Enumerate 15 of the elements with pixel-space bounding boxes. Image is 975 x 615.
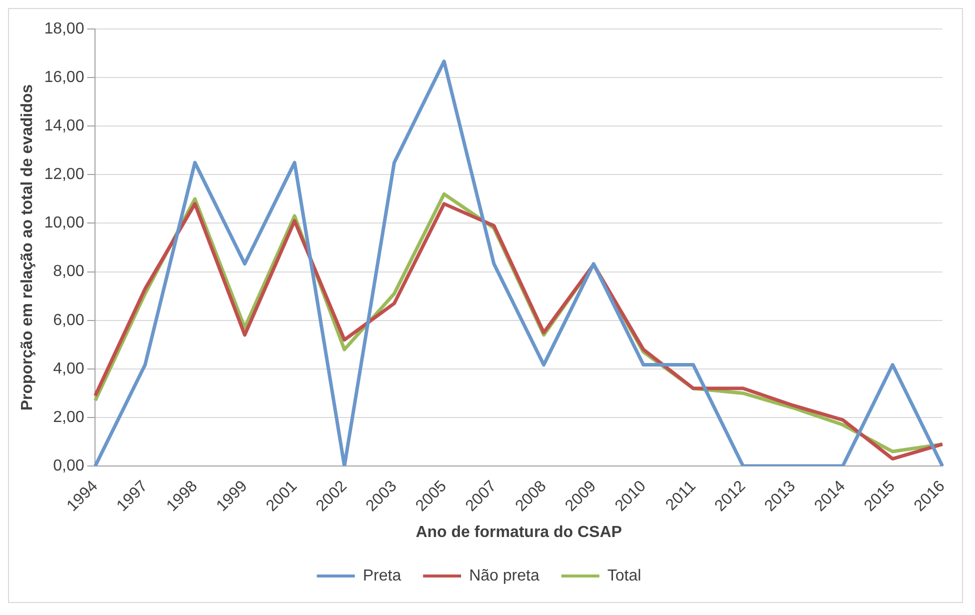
y-tick-label: 0,00	[53, 457, 84, 474]
y-tick-label: 2,00	[53, 408, 84, 426]
y-tick-label: 16,00	[44, 68, 84, 86]
x-axis-title: Ano de formatura do CSAP	[416, 524, 622, 541]
legend-label: Preta	[362, 567, 402, 584]
y-tick-label: 12,00	[44, 166, 84, 184]
y-tick-label: 14,00	[44, 118, 84, 135]
y-tick-label: 10,00	[44, 214, 84, 232]
legend-label: Não preta	[469, 567, 540, 584]
y-tick-label: 18,00	[44, 20, 84, 38]
y-axis-title: Proporção em relação ao total de evadidos	[19, 84, 36, 411]
y-tick-label: 6,00	[53, 312, 84, 329]
legend-label: Total	[607, 567, 642, 584]
y-tick-label: 4,00	[53, 360, 84, 378]
y-tick-label: 8,00	[53, 263, 84, 280]
